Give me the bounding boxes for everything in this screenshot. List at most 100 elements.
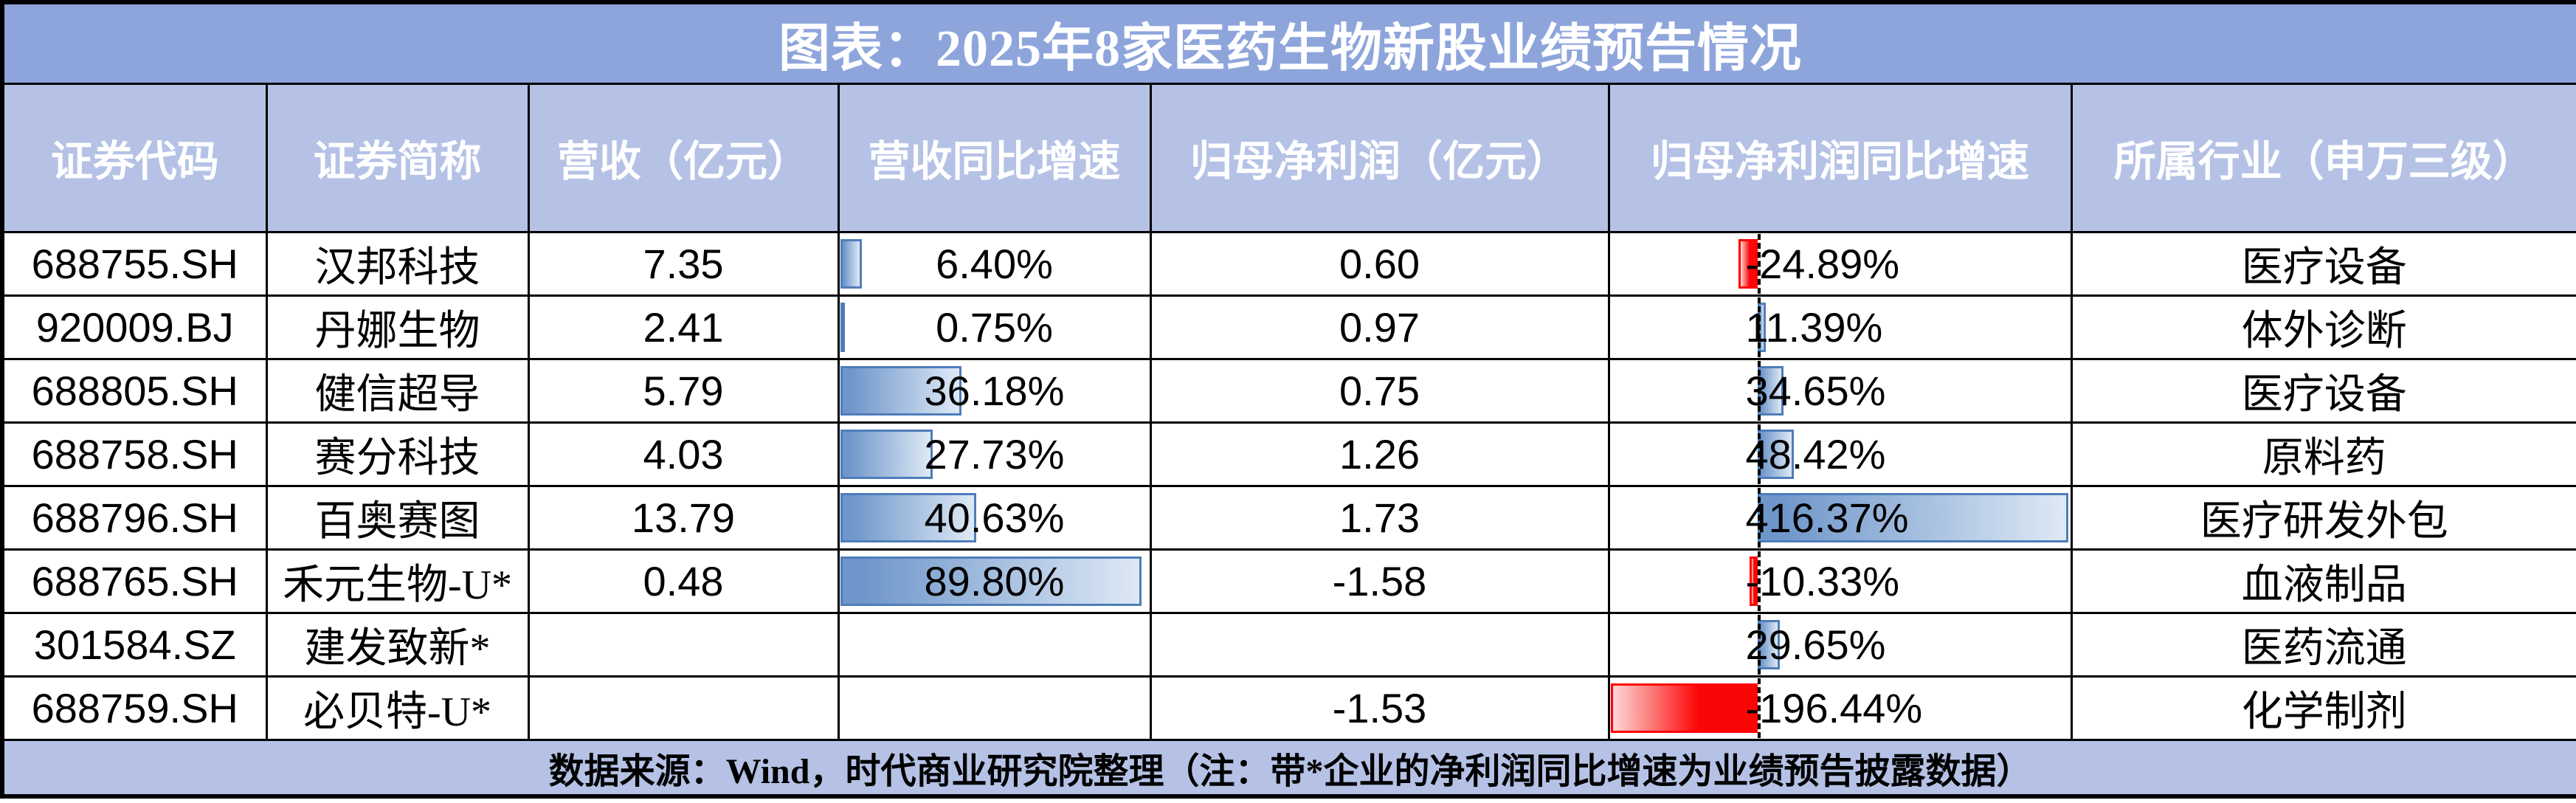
- cell-industry: 血液制品: [2070, 548, 2576, 614]
- col-header-revenue-growth: 营收同比增速: [837, 83, 1152, 233]
- table-row: 688796.SH 百奥赛图 13.79 40.63% 1.73 416.37% 医疗研发外…: [1, 485, 2576, 551]
- title-row: 图表：2025年8家医药生物新股业绩预告情况: [1, 1, 2576, 85]
- cell-name: 必贝特-U*: [265, 675, 530, 741]
- cell-name: 健信超导: [265, 358, 530, 424]
- cell-net-profit: 0.75: [1149, 358, 1610, 424]
- cell-revenue-growth: 36.18%: [837, 358, 1152, 424]
- cell-profit-growth: 29.65%: [1607, 612, 2073, 678]
- cell-net-profit: -1.53: [1149, 675, 1610, 741]
- cell-revenue-growth: [837, 675, 1152, 741]
- table-row: 688758.SH 赛分科技 4.03 27.73% 1.26 48.42% 原料药: [1, 421, 2576, 487]
- cell-name: 建发致新*: [265, 612, 530, 678]
- col-header-name: 证券简称: [265, 83, 530, 233]
- col-header-industry: 所属行业（申万三级）: [2070, 83, 2576, 233]
- source-note: 数据来源：Wind，时代商业研究院整理（注：带*企业的净利润同比增速为业绩预告披…: [1, 739, 2576, 798]
- cell-name: 赛分科技: [265, 421, 530, 487]
- revenue-growth-bar: [840, 303, 845, 352]
- cell-industry: 化学制剂: [2070, 675, 2576, 741]
- revenue-growth-value: 27.73%: [924, 431, 1065, 478]
- revenue-growth-bar: [840, 239, 862, 289]
- col-header-net-profit: 归母净利润（亿元）: [1149, 83, 1610, 233]
- table-row: 688805.SH 健信超导 5.79 36.18% 0.75 34.65% 医疗设备: [1, 358, 2576, 424]
- col-header-profit-growth: 归母净利润同比增速: [1607, 83, 2073, 233]
- cell-net-profit: 1.26: [1149, 421, 1610, 487]
- zero-axis-line: [1757, 488, 1761, 548]
- profit-growth-bar: [1611, 683, 1758, 733]
- zero-axis-line: [1757, 551, 1761, 611]
- cell-code: 688758.SH: [1, 421, 268, 487]
- zero-axis-line: [1757, 234, 1761, 294]
- cell-name: 禾元生物-U*: [265, 548, 530, 614]
- cell-industry: 体外诊断: [2070, 294, 2576, 360]
- zero-axis-line: [1757, 678, 1761, 738]
- col-header-revenue: 营收（亿元）: [527, 83, 840, 233]
- cell-industry: 医疗设备: [2070, 231, 2576, 297]
- revenue-growth-bar: [840, 366, 961, 416]
- cell-revenue: 7.35: [527, 231, 840, 297]
- chart-title: 图表：2025年8家医药生物新股业绩预告情况: [1, 1, 2576, 85]
- cell-industry: 医药流通: [2070, 612, 2576, 678]
- revenue-growth-bar: [840, 430, 933, 479]
- profit-growth-value: 34.65%: [1745, 368, 1886, 414]
- cell-profit-growth: -10.33%: [1607, 548, 2073, 614]
- cell-code: 688755.SH: [1, 231, 268, 297]
- cell-revenue: 13.79: [527, 485, 840, 551]
- cell-profit-growth: -24.89%: [1607, 231, 2073, 297]
- cell-code: 301584.SZ: [1, 612, 268, 678]
- cell-code: 688805.SH: [1, 358, 268, 424]
- revenue-growth-bar: [840, 556, 1142, 606]
- cell-code: 688796.SH: [1, 485, 268, 551]
- cell-revenue-growth: 0.75%: [837, 294, 1152, 360]
- table-row: 688759.SH 必贝特-U* -1.53 -196.44% 化学制剂: [1, 675, 2576, 741]
- revenue-growth-value: 0.75%: [936, 304, 1053, 351]
- cell-revenue-growth: 89.80%: [837, 548, 1152, 614]
- cell-revenue: 2.41: [527, 294, 840, 360]
- cell-net-profit: 0.60: [1149, 231, 1610, 297]
- cell-industry: 原料药: [2070, 421, 2576, 487]
- cell-name: 百奥赛图: [265, 485, 530, 551]
- cell-revenue: [527, 675, 840, 741]
- cell-profit-growth: 34.65%: [1607, 358, 2073, 424]
- cell-revenue-growth: 6.40%: [837, 231, 1152, 297]
- cell-revenue: [527, 612, 840, 678]
- revenue-growth-bar: [840, 493, 977, 542]
- profit-growth-value: 48.42%: [1745, 431, 1886, 478]
- zero-axis-line: [1757, 361, 1761, 421]
- cell-revenue-growth: [837, 612, 1152, 678]
- profit-growth-bar: [1757, 430, 1794, 479]
- cell-profit-growth: -196.44%: [1607, 675, 2073, 741]
- profit-growth-bar: [1738, 239, 1758, 289]
- profit-growth-value: -10.33%: [1745, 558, 1900, 604]
- cell-profit-growth: 11.39%: [1607, 294, 2073, 360]
- profit-growth-value: -196.44%: [1745, 685, 1923, 731]
- cell-code: 688759.SH: [1, 675, 268, 741]
- cell-profit-growth: 416.37%: [1607, 485, 2073, 551]
- cell-revenue: 4.03: [527, 421, 840, 487]
- cell-name: 汉邦科技: [265, 231, 530, 297]
- cell-net-profit: -1.58: [1149, 548, 1610, 614]
- cell-name: 丹娜生物: [265, 294, 530, 360]
- table-row: 920009.BJ 丹娜生物 2.41 0.75% 0.97 11.39% 体外诊断: [1, 294, 2576, 360]
- cell-revenue: 0.48: [527, 548, 840, 614]
- profit-growth-value: 416.37%: [1745, 494, 1909, 541]
- revenue-growth-value: 40.63%: [924, 494, 1065, 541]
- cell-revenue-growth: 40.63%: [837, 485, 1152, 551]
- cell-profit-growth: 48.42%: [1607, 421, 2073, 487]
- cell-code: 920009.BJ: [1, 294, 268, 360]
- cell-revenue: 5.79: [527, 358, 840, 424]
- table-row: 301584.SZ 建发致新* 29.65% 医药流通: [1, 612, 2576, 678]
- cell-net-profit: [1149, 612, 1610, 678]
- revenue-growth-value: 36.18%: [924, 368, 1065, 414]
- revenue-growth-value: 89.80%: [924, 558, 1065, 604]
- cell-code: 688765.SH: [1, 548, 268, 614]
- cell-industry: 医疗研发外包: [2070, 485, 2576, 551]
- profit-growth-value: 29.65%: [1745, 621, 1886, 668]
- revenue-growth-value: 6.40%: [936, 241, 1053, 287]
- profit-growth-bar: [1750, 556, 1758, 606]
- zero-axis-line: [1757, 424, 1761, 484]
- zero-axis-line: [1757, 297, 1761, 357]
- profit-growth-value: -24.89%: [1745, 241, 1900, 287]
- col-header-code: 证券代码: [1, 83, 268, 233]
